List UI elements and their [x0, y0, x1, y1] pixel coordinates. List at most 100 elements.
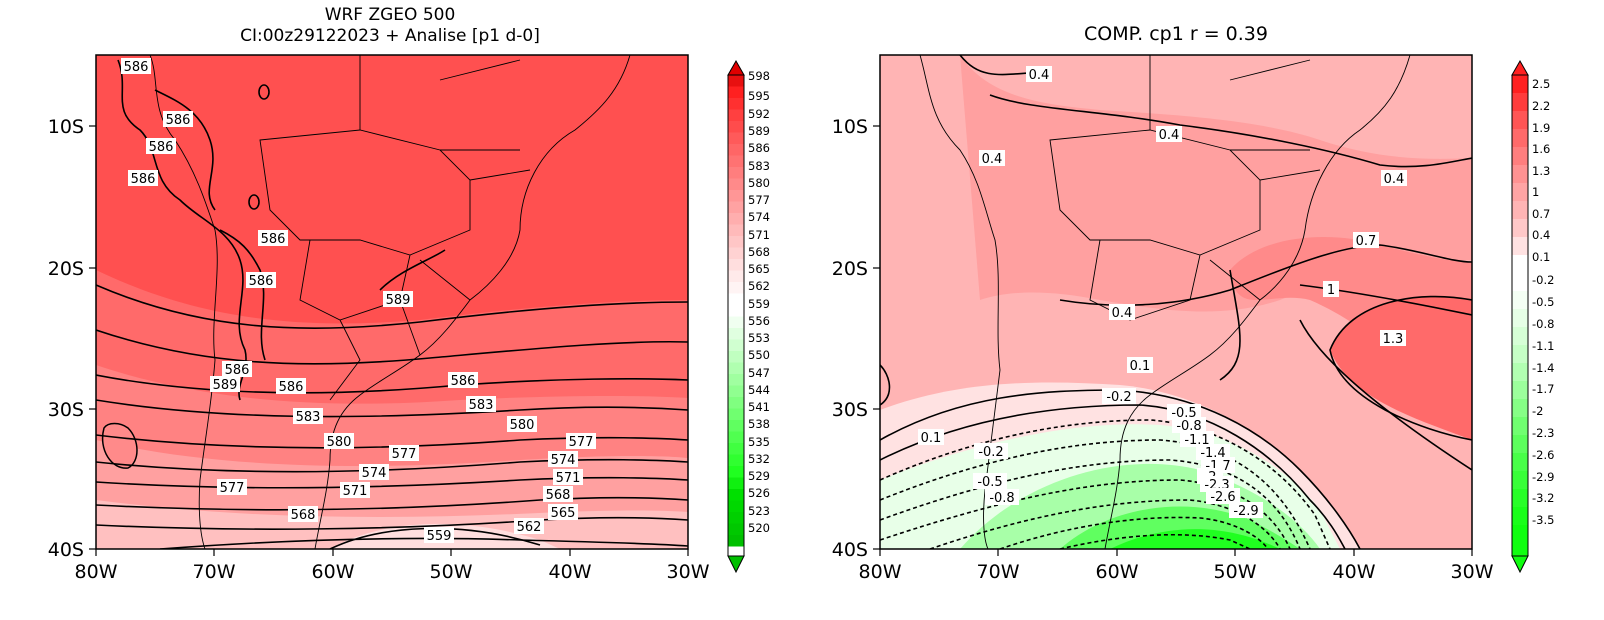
svg-text:532: 532	[748, 452, 770, 466]
svg-text:-0.2: -0.2	[978, 445, 1003, 460]
contour-label: 583	[466, 396, 496, 413]
svg-text:538: 538	[748, 417, 770, 431]
y-tick-label: 40S	[832, 539, 868, 561]
svg-text:589: 589	[748, 124, 770, 138]
svg-text:571: 571	[343, 484, 368, 499]
contour-label: -2.6	[1206, 488, 1240, 505]
svg-text:559: 559	[427, 529, 452, 544]
contour-label: 586	[246, 272, 276, 289]
contour-label: 586	[448, 372, 478, 389]
contour-label: 574	[548, 451, 578, 468]
left-map-frame	[95, 54, 689, 550]
svg-text:586: 586	[261, 232, 286, 247]
right-contour-labels: 0.4 0.4 0.4 0.4 0.7 1 0.4 1.3 0.1 -0.2 0…	[918, 66, 1407, 519]
right-map-frame	[879, 54, 1473, 550]
svg-text:-2.6: -2.6	[1532, 448, 1554, 462]
svg-text:580: 580	[327, 435, 352, 450]
svg-text:592: 592	[748, 107, 770, 121]
y-tick-label: 30S	[48, 399, 84, 421]
contour-label: 586	[128, 170, 158, 187]
contour-label: 562	[514, 518, 544, 535]
svg-text:0.1: 0.1	[1130, 359, 1151, 374]
y-tick-label: 10S	[48, 116, 84, 138]
contour-label: 0.4	[1156, 126, 1182, 143]
svg-text:0.7: 0.7	[1532, 207, 1550, 221]
svg-text:1.9: 1.9	[1532, 121, 1550, 135]
left-title-line2: CI:00z29122023 + Analise [p1 d-0]	[240, 26, 540, 46]
x-tick-label: 40W	[549, 561, 592, 583]
svg-text:-0.8: -0.8	[989, 491, 1014, 506]
contour-label: 577	[566, 433, 596, 450]
right-axes	[873, 125, 1473, 556]
svg-text:586: 586	[225, 363, 250, 378]
contour-label: 586	[276, 378, 306, 395]
svg-text:0.4: 0.4	[1384, 172, 1405, 187]
svg-text:0.4: 0.4	[1159, 128, 1180, 143]
contour-label: -0.8	[1172, 417, 1206, 434]
right-map-field: 0.4 0.4 0.4 0.4 0.7 1 0.4 1.3 0.1 -0.2 0…	[880, 55, 1472, 549]
contour-label: -0.5	[973, 473, 1007, 490]
svg-text:586: 586	[748, 141, 770, 155]
svg-text:586: 586	[124, 60, 149, 75]
contour-label: 586	[146, 138, 176, 155]
svg-text:544: 544	[748, 383, 770, 397]
right-map-panel: COMP. cp1 r = 0.39	[832, 23, 1555, 583]
contour-label: 577	[389, 445, 419, 462]
svg-text:580: 580	[510, 418, 535, 433]
svg-text:586: 586	[166, 113, 191, 128]
svg-text:550: 550	[748, 348, 770, 362]
svg-text:547: 547	[748, 366, 770, 380]
svg-text:-2.9: -2.9	[1233, 504, 1258, 519]
left-contour-labels: 586 586 586 586 586 586 589 586 589 586 …	[121, 58, 596, 544]
svg-text:565: 565	[551, 506, 576, 521]
x-tick-label: 80W	[859, 561, 902, 583]
contour-label: 589	[383, 291, 413, 308]
svg-text:0.4: 0.4	[982, 152, 1003, 167]
contour-label: 577	[217, 479, 247, 496]
left-map-field: 586 586 586 586 586 586 589 586 589 586 …	[96, 55, 688, 549]
svg-text:574: 574	[551, 453, 576, 468]
contour-label: 0.1	[918, 429, 944, 446]
y-tick-label: 20S	[48, 258, 84, 280]
left-map-panel: WRF ZGEO 500 CI:00z29122023 + Analise [p…	[48, 5, 770, 583]
svg-text:595: 595	[748, 89, 770, 103]
svg-text:-0.5: -0.5	[977, 475, 1002, 490]
svg-text:586: 586	[131, 172, 156, 187]
svg-text:-0.8: -0.8	[1532, 317, 1554, 331]
contour-label: 589	[210, 376, 240, 393]
svg-text:0.4: 0.4	[1532, 228, 1550, 242]
x-tick-label: 50W	[1214, 561, 1257, 583]
contour-label: -2.9	[1229, 502, 1263, 519]
svg-text:-0.2: -0.2	[1532, 273, 1554, 287]
left-axes	[89, 125, 689, 556]
svg-text:1: 1	[1327, 283, 1335, 298]
svg-text:-1.7: -1.7	[1532, 382, 1554, 396]
svg-text:1: 1	[1532, 185, 1539, 199]
svg-text:2.5: 2.5	[1532, 77, 1550, 91]
svg-text:598: 598	[748, 69, 770, 83]
svg-text:589: 589	[386, 293, 411, 308]
svg-text:2.2: 2.2	[1532, 99, 1550, 113]
contour-label: 559	[424, 527, 454, 544]
contour-label: 574	[359, 464, 389, 481]
svg-text:586: 586	[451, 374, 476, 389]
svg-text:-2: -2	[1532, 404, 1543, 418]
x-tick-label: 70W	[977, 561, 1020, 583]
contour-label: 1.3	[1380, 330, 1406, 347]
x-tick-label: 30W	[1451, 561, 1494, 583]
right-title: COMP. cp1 r = 0.39	[1084, 23, 1268, 45]
svg-text:574: 574	[748, 210, 770, 224]
svg-text:520: 520	[748, 521, 770, 535]
svg-text:556: 556	[748, 314, 770, 328]
contour-label: 586	[121, 58, 151, 75]
contour-label: 586	[163, 111, 193, 128]
contour-label: 0.7	[1353, 232, 1379, 249]
x-tick-label: 30W	[667, 561, 710, 583]
contour-label: 571	[340, 482, 370, 499]
svg-text:577: 577	[392, 447, 417, 462]
contour-label: 586	[222, 361, 252, 378]
svg-text:562: 562	[748, 279, 770, 293]
svg-text:577: 577	[569, 435, 594, 450]
svg-text:589: 589	[213, 378, 238, 393]
